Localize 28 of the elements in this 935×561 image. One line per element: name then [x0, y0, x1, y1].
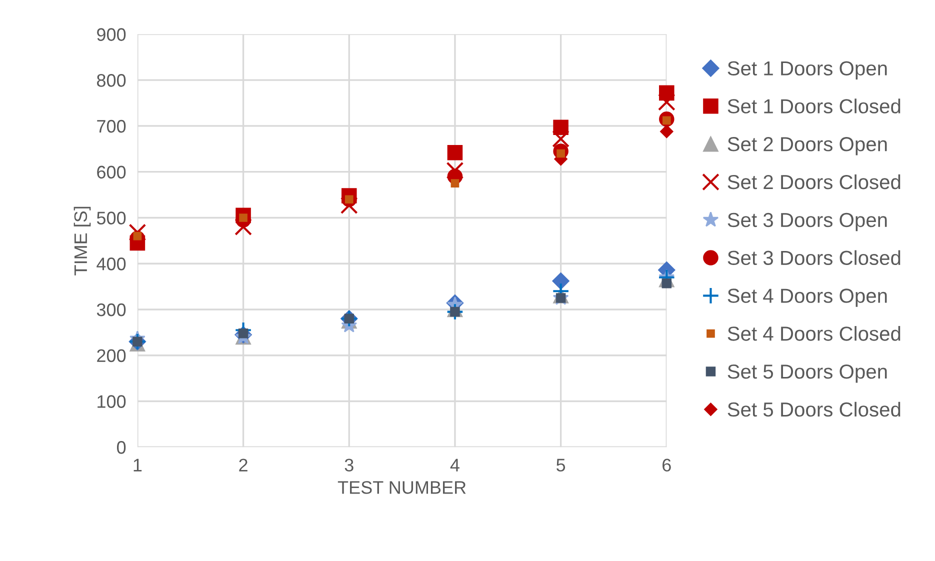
y-tick-label: 300 [96, 303, 126, 316]
legend-label: Set 5 Doors Open [728, 364, 887, 383]
y-tick-label: 500 [96, 212, 126, 224]
y-tick-label: 400 [96, 258, 126, 270]
x-tick-label: 3 [344, 458, 354, 472]
x-tick-label: 4 [450, 458, 460, 472]
x-tick-label: 5 [556, 458, 566, 472]
legend-label: Set 4 Doors Open [728, 288, 887, 307]
y-tick-label: 700 [97, 120, 126, 133]
x-tick-label: 6 [662, 458, 671, 472]
y-axis-title: TIME [S] [74, 206, 91, 276]
legend-label: Set 5 Doors Closed [728, 402, 900, 417]
y-tick-label: 900 [97, 28, 126, 41]
x-tick-label: 1 [134, 458, 142, 472]
y-tick-label: 600 [97, 166, 126, 179]
y-tick-label: 200 [97, 349, 126, 362]
y-tick-label: 0 [117, 441, 126, 454]
legend-label: Set 3 Doors Closed [728, 250, 900, 266]
legend-label: Set 1 Doors Open [728, 61, 887, 80]
y-tick-label: 100 [98, 395, 126, 408]
legend-label: Set 2 Doors Open [728, 137, 887, 156]
legend-label: Set 1 Doors Closed [728, 98, 900, 114]
legend-label: Set 2 Doors Closed [728, 174, 900, 190]
x-axis-title: TEST NUMBER [338, 481, 466, 494]
y-tick-label: 800 [96, 74, 126, 87]
legend-label: Set 3 Doors Open [728, 212, 887, 232]
x-tick-label: 2 [239, 458, 248, 472]
legend-label: Set 4 Doors Closed [728, 326, 900, 341]
